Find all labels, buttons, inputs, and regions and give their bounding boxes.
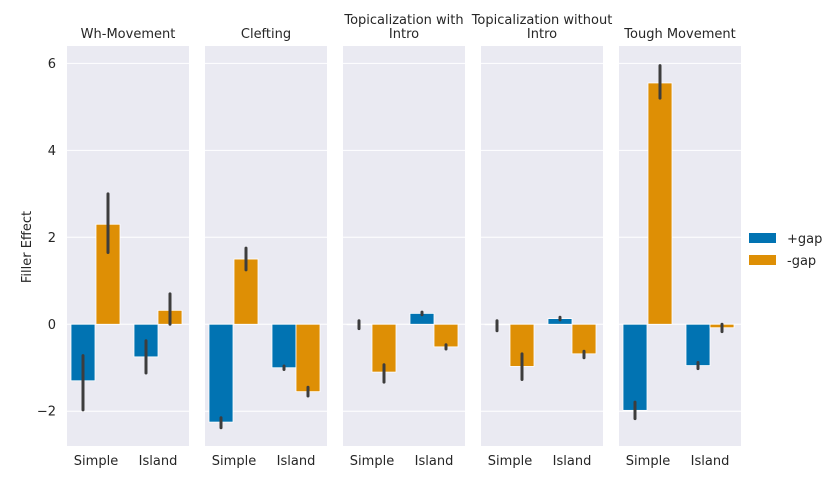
x-tick-label: Simple — [212, 454, 256, 469]
panels: Wh-Movement Simple Island −2 0 2 4 6 Clefting Sim… — [37, 13, 741, 469]
panel-title: Topicalization with — [343, 13, 463, 28]
x-tick-label: Island — [139, 454, 178, 469]
panel-background — [343, 46, 465, 446]
bar-minusgap-island — [571, 323, 597, 355]
x-tick-label: Simple — [350, 454, 394, 469]
x-tick-label: Simple — [626, 454, 670, 469]
panel-title: Intro — [527, 27, 557, 42]
panel-1: Wh-Movement Simple Island −2 0 2 4 6 — [37, 27, 189, 469]
panel-title: Clefting — [241, 27, 291, 42]
bar-plusgap-simple — [208, 323, 234, 423]
legend-label: -gap — [787, 254, 816, 269]
y-tick-label: 2 — [48, 231, 56, 246]
bar-plusgap-simple — [622, 323, 648, 411]
bar-plusgap-island — [271, 323, 297, 369]
panel-background — [481, 46, 603, 446]
x-tick-label: Simple — [74, 454, 118, 469]
x-tick-label: Island — [691, 454, 730, 469]
legend-label: +gap — [787, 232, 822, 247]
bar-minusgap-island — [295, 323, 321, 393]
y-tick-label: 6 — [48, 57, 56, 72]
x-tick-label: Island — [415, 454, 454, 469]
legend: +gap -gap — [749, 232, 822, 269]
y-tick-label: −2 — [37, 405, 56, 420]
y-tick-label: 4 — [48, 144, 56, 159]
panel-5: Tough Movement Simple Island — [619, 27, 741, 469]
y-axis-label: Filler Effect — [20, 211, 35, 283]
panel-title: Tough Movement — [623, 27, 735, 42]
panel-title: Wh-Movement — [81, 27, 176, 42]
bar-minusgap-simple — [647, 82, 673, 325]
panel-2: Clefting Simple Island — [205, 27, 327, 469]
panel-background — [67, 46, 189, 446]
x-tick-label: Island — [553, 454, 592, 469]
y-tick-label: 0 — [48, 318, 56, 333]
panel-title: Intro — [389, 27, 419, 42]
x-tick-label: Island — [277, 454, 316, 469]
panel-title: Topicalization without — [471, 13, 613, 28]
legend-swatch — [749, 233, 776, 243]
bar-plusgap-island — [685, 323, 711, 366]
legend-swatch — [749, 255, 776, 265]
x-tick-label: Simple — [488, 454, 532, 469]
